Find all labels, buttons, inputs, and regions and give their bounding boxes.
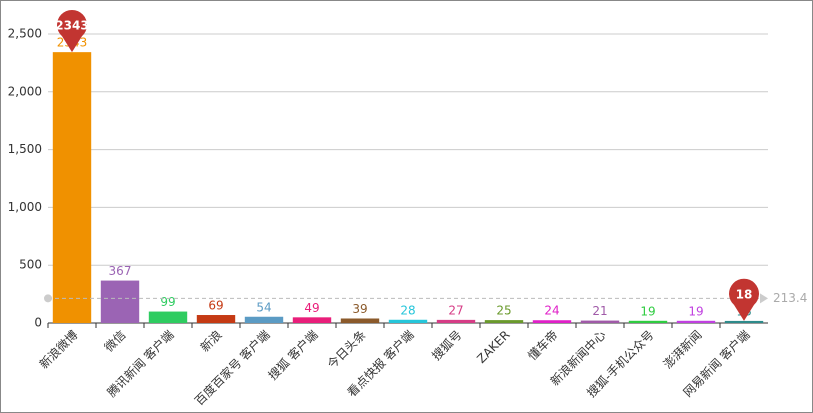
bar <box>724 320 764 323</box>
bar <box>52 52 92 323</box>
bar <box>676 320 716 323</box>
value-label: 19 <box>688 304 703 318</box>
bar <box>100 280 140 323</box>
value-label: 69 <box>208 299 223 313</box>
mark-line-start <box>44 294 52 303</box>
bar <box>532 320 572 323</box>
bar <box>340 318 380 323</box>
bar <box>580 320 620 323</box>
y-tick-label: 2,500 <box>8 27 42 41</box>
y-tick-label: 0 <box>34 316 42 330</box>
value-label: 21 <box>592 304 607 318</box>
y-tick-label: 1,500 <box>8 142 42 156</box>
value-label: 54 <box>256 300 271 314</box>
value-label: 25 <box>496 304 511 318</box>
value-label: 24 <box>544 304 559 318</box>
bar <box>292 317 332 323</box>
mark-point <box>729 278 760 321</box>
bar <box>436 319 476 323</box>
y-tick-label: 1,000 <box>8 200 42 214</box>
mark-line-label: 213.4 <box>773 291 807 305</box>
value-label: 99 <box>160 295 175 309</box>
value-label: 27 <box>448 303 463 317</box>
bar <box>628 320 668 323</box>
value-label: 39 <box>352 302 367 316</box>
bar <box>148 311 188 323</box>
y-tick-label: 500 <box>19 258 42 272</box>
value-label: 28 <box>400 303 415 317</box>
bar <box>244 316 284 323</box>
bar <box>388 319 428 323</box>
value-label: 367 <box>109 264 132 278</box>
value-label: 49 <box>304 301 319 315</box>
mark-line-arrow <box>760 293 768 304</box>
value-label: 19 <box>640 304 655 318</box>
mark-point-label: 18 <box>736 287 753 301</box>
bar <box>484 320 524 323</box>
y-tick-label: 2,000 <box>8 84 42 98</box>
bar <box>196 315 236 323</box>
mark-point-label: 2343 <box>55 19 88 33</box>
mark-point <box>57 9 87 53</box>
